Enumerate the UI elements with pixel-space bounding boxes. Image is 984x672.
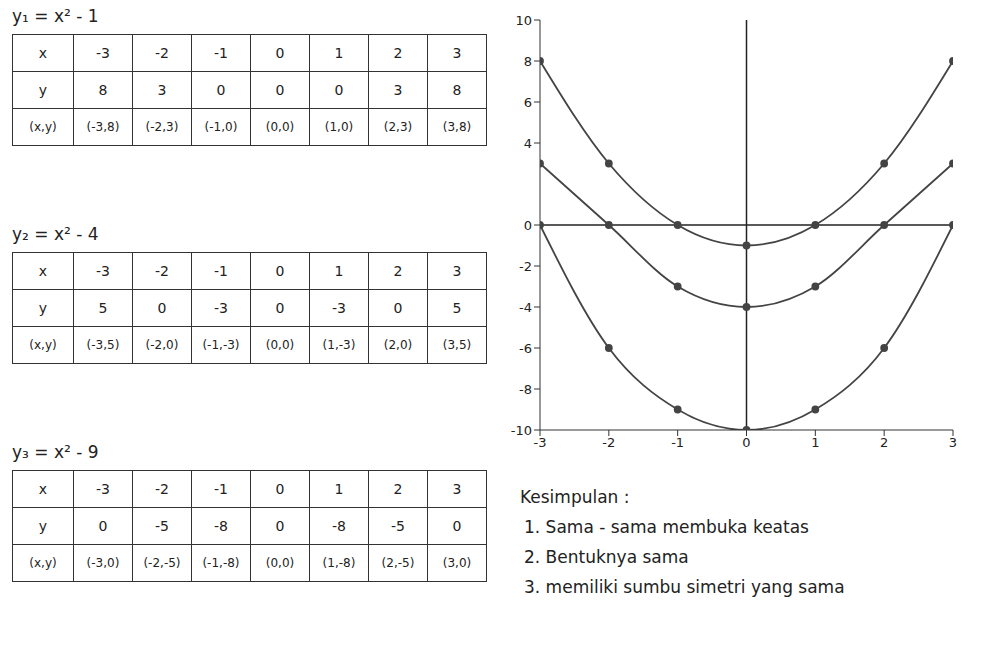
html-text:(0,0): (0,0) bbox=[265, 556, 295, 570]
html-text:y₃ = x² - 9: y₃ = x² - 9 bbox=[12, 442, 99, 462]
html-text:(-3,5): (-3,5) bbox=[86, 338, 120, 352]
html-text:0: 0 bbox=[275, 45, 285, 61]
html-text:3: 3 bbox=[452, 481, 462, 497]
html-text:0: 0 bbox=[216, 82, 226, 98]
svg-text:2: 2 bbox=[880, 435, 888, 450]
html-text:8: 8 bbox=[98, 82, 108, 98]
html-text:(x,y): (x,y) bbox=[29, 556, 57, 570]
html-text:-3: -3 bbox=[214, 300, 228, 316]
svg-text:4: 4 bbox=[524, 136, 532, 151]
html-text:-1: -1 bbox=[214, 45, 228, 61]
svg-text:1: 1 bbox=[811, 435, 819, 450]
svg-text:-1: -1 bbox=[671, 435, 684, 450]
html-text:-3: -3 bbox=[96, 263, 110, 279]
html-text:5: 5 bbox=[452, 300, 462, 316]
html-text:(0,0): (0,0) bbox=[265, 120, 295, 134]
html-text:(0,0): (0,0) bbox=[265, 338, 295, 352]
html-text:(2,-5): (2,-5) bbox=[381, 556, 415, 570]
html-text:1: 1 bbox=[334, 481, 344, 497]
html-text:(x,y): (x,y) bbox=[29, 120, 57, 134]
html-text:(-1,-3): (-1,-3) bbox=[202, 338, 240, 352]
html-text:-1: -1 bbox=[214, 481, 228, 497]
html-text:2. Bentuknya sama: 2. Bentuknya sama bbox=[524, 547, 689, 567]
svg-text:10: 10 bbox=[515, 13, 532, 28]
html-text:y: y bbox=[38, 82, 48, 98]
html-text:2: 2 bbox=[393, 481, 403, 497]
html-text:y₁ = x² - 1: y₁ = x² - 1 bbox=[12, 6, 99, 26]
html-text:-2: -2 bbox=[155, 481, 169, 497]
html-text:0: 0 bbox=[157, 300, 167, 316]
html-text:0: 0 bbox=[275, 300, 285, 316]
html-text:0: 0 bbox=[334, 82, 344, 98]
html-text:x: x bbox=[38, 263, 48, 279]
html-text:1: 1 bbox=[334, 263, 344, 279]
svg-text:-8: -8 bbox=[519, 382, 532, 397]
html-text:0: 0 bbox=[275, 518, 285, 534]
html-text:(-3,8): (-3,8) bbox=[86, 120, 120, 134]
html-text:-2: -2 bbox=[155, 263, 169, 279]
svg-text:0: 0 bbox=[742, 435, 750, 450]
html-text:(x,y): (x,y) bbox=[29, 338, 57, 352]
html-text:(-3,0): (-3,0) bbox=[86, 556, 120, 570]
html-text:-8: -8 bbox=[214, 518, 228, 534]
html-text:x: x bbox=[38, 481, 48, 497]
svg-text:-2: -2 bbox=[602, 435, 615, 450]
svg-text:3: 3 bbox=[949, 435, 957, 450]
html-text:-3: -3 bbox=[96, 481, 110, 497]
html-text:3: 3 bbox=[157, 82, 167, 98]
html-text:x: x bbox=[38, 45, 48, 61]
html-text:3: 3 bbox=[452, 263, 462, 279]
html-text:0: 0 bbox=[275, 263, 285, 279]
html-text:Kesimpulan :: Kesimpulan : bbox=[520, 487, 630, 507]
svg-text:-2: -2 bbox=[519, 259, 532, 274]
html-text:(3,0): (3,0) bbox=[442, 556, 472, 570]
html-text:8: 8 bbox=[452, 82, 462, 98]
html-text:-8: -8 bbox=[332, 518, 346, 534]
svg-text:-6: -6 bbox=[519, 341, 532, 356]
html-text:(-1,0): (-1,0) bbox=[204, 120, 238, 134]
html-text:(2,0): (2,0) bbox=[383, 338, 413, 352]
html-text:-5: -5 bbox=[155, 518, 169, 534]
svg-text:-3: -3 bbox=[534, 435, 547, 450]
html-text:(1,-8): (1,-8) bbox=[322, 556, 356, 570]
html-text:0: 0 bbox=[275, 481, 285, 497]
html-text:0: 0 bbox=[98, 518, 108, 534]
html-text:-3: -3 bbox=[96, 45, 110, 61]
html-text:1. Sama - sama membuka keatas: 1. Sama - sama membuka keatas bbox=[524, 517, 809, 537]
html-text:(1,-3): (1,-3) bbox=[322, 338, 356, 352]
html-text:(-2,-5): (-2,-5) bbox=[143, 556, 181, 570]
html-text:(1,0): (1,0) bbox=[324, 120, 354, 134]
html-text:3: 3 bbox=[393, 82, 403, 98]
html-text:y: y bbox=[38, 300, 48, 316]
html-text:(-1,-8): (-1,-8) bbox=[202, 556, 240, 570]
html-text:-5: -5 bbox=[391, 518, 405, 534]
html-text:0: 0 bbox=[452, 518, 462, 534]
html-text:2: 2 bbox=[393, 45, 403, 61]
html-text:(-2,3): (-2,3) bbox=[145, 120, 179, 134]
html-text:3: 3 bbox=[452, 45, 462, 61]
html-text:(3,8): (3,8) bbox=[442, 120, 472, 134]
html-text:3. memiliki sumbu simetri yang: 3. memiliki sumbu simetri yang sama bbox=[524, 577, 845, 597]
html-text:(3,5): (3,5) bbox=[442, 338, 472, 352]
html-text:-1: -1 bbox=[214, 263, 228, 279]
html-text:0: 0 bbox=[393, 300, 403, 316]
svg-text:-10: -10 bbox=[511, 423, 532, 438]
html-text:0: 0 bbox=[275, 82, 285, 98]
html-text:y₂ = x² - 4: y₂ = x² - 4 bbox=[12, 224, 99, 244]
html-text:y: y bbox=[38, 518, 48, 534]
html-text:(-2,0): (-2,0) bbox=[145, 338, 179, 352]
svg-text:-4: -4 bbox=[519, 300, 532, 315]
html-text:-2: -2 bbox=[155, 45, 169, 61]
html-text:1: 1 bbox=[334, 45, 344, 61]
html-text:-3: -3 bbox=[332, 300, 346, 316]
html-text:(2,3): (2,3) bbox=[383, 120, 413, 134]
html-text:5: 5 bbox=[98, 300, 108, 316]
svg-text:0: 0 bbox=[524, 218, 532, 233]
svg-text:8: 8 bbox=[524, 54, 532, 69]
html-text:2: 2 bbox=[393, 263, 403, 279]
svg-text:6: 6 bbox=[524, 95, 532, 110]
